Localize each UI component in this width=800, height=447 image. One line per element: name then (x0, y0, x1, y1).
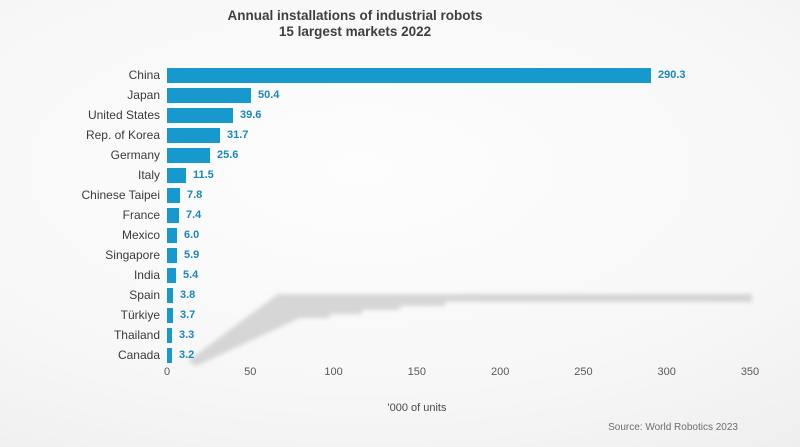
bar (167, 308, 173, 323)
value-label: 3.3 (179, 329, 195, 341)
value-label: 290.3 (658, 69, 686, 81)
bar (167, 248, 177, 263)
category-label: China (128, 68, 160, 82)
category-label: Thailand (113, 328, 160, 342)
value-label: 25.6 (217, 149, 239, 161)
bar-row: France 7.4 (0, 208, 800, 223)
x-tick-label: 350 (740, 366, 760, 378)
x-tick-label: 300 (657, 366, 676, 378)
x-tick-label: 0 (163, 366, 171, 378)
bar-row: Canada 3.2 (0, 348, 800, 363)
value-label: 3.2 (179, 349, 195, 361)
value-label: 7.4 (186, 209, 202, 221)
category-label: France (122, 208, 160, 222)
chart-title-line1: Annual installations of industrial robot… (227, 8, 483, 23)
bar-row: Italy 11.5 (0, 168, 800, 183)
bar-row: Germany 25.6 (0, 148, 800, 163)
bar (167, 268, 176, 283)
value-label: 5.4 (183, 269, 199, 281)
bar-row: Rep. of Korea 31.7 (0, 128, 800, 143)
x-tick-label: 250 (574, 366, 593, 378)
x-tick-label: 50 (244, 366, 257, 378)
bar (167, 328, 172, 343)
bar (167, 88, 251, 103)
bar-row: Spain 3.8 (0, 288, 800, 303)
x-axis-ticks: 0 50 100 150 200 250 300 350 (0, 366, 800, 380)
x-tick-label: 100 (324, 366, 343, 378)
value-label: 50.4 (258, 89, 280, 101)
value-label: 3.8 (180, 289, 196, 301)
category-label: Chinese Taipei (81, 188, 161, 202)
category-label: Canada (117, 348, 160, 362)
bar (167, 68, 651, 83)
bar (167, 108, 233, 123)
bar (167, 128, 220, 143)
bar-row: India 5.4 (0, 268, 800, 283)
value-label: 31.7 (227, 129, 249, 141)
value-label: 7.8 (187, 189, 203, 201)
bar (167, 188, 180, 203)
x-axis-label: '000 of units (387, 402, 447, 414)
bar-row: Thailand 3.3 (0, 328, 800, 343)
value-label: 6.0 (184, 229, 200, 241)
category-label: Germany (110, 148, 160, 162)
category-label: India (133, 268, 160, 282)
value-label: 3.7 (180, 309, 196, 321)
source-credit: Source: World Robotics 2023 (608, 422, 738, 433)
category-label: Mexico (121, 228, 160, 242)
bar-row: Singapore 5.9 (0, 248, 800, 263)
bar (167, 208, 179, 223)
chart-title-line2: 15 largest markets 2022 (278, 24, 432, 39)
bar-row: Japan 50.4 (0, 88, 800, 103)
bar (167, 168, 186, 183)
bar-row: Türkiye 3.7 (0, 308, 800, 323)
category-label: Rep. of Korea (85, 128, 160, 142)
chart-title: Annual installations of industrial robot… (55, 8, 655, 40)
bar-row: Mexico 6.0 (0, 228, 800, 243)
bar-row: United States 39.6 (0, 108, 800, 123)
bar (167, 228, 177, 243)
x-tick-label: 200 (490, 366, 510, 378)
bar-row: China 290.3 (0, 68, 800, 83)
bar (167, 348, 172, 363)
value-label: 11.5 (193, 169, 214, 181)
category-label: Singapore (105, 248, 160, 262)
value-label: 39.6 (240, 109, 262, 121)
category-label: Japan (127, 88, 160, 102)
category-label: Spain (129, 288, 160, 302)
category-label: United States (87, 108, 160, 122)
category-label: Italy (137, 168, 160, 182)
bar-row: Chinese Taipei 7.8 (0, 188, 800, 203)
x-tick-label: 150 (407, 366, 427, 378)
bar (167, 288, 173, 303)
category-label: Türkiye (120, 308, 160, 322)
bar (167, 148, 210, 163)
value-label: 5.9 (184, 249, 200, 261)
